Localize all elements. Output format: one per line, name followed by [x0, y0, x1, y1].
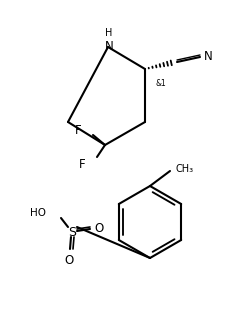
Text: H: H: [105, 28, 113, 38]
Text: O: O: [94, 222, 104, 235]
Text: N: N: [105, 40, 113, 53]
Text: F: F: [79, 158, 86, 171]
Text: S: S: [68, 225, 76, 238]
Text: HO: HO: [30, 208, 46, 218]
Text: N: N: [204, 49, 212, 62]
Text: F: F: [75, 124, 82, 137]
Text: O: O: [64, 254, 74, 267]
Text: CH₃: CH₃: [175, 164, 193, 174]
Text: &1: &1: [155, 79, 166, 87]
